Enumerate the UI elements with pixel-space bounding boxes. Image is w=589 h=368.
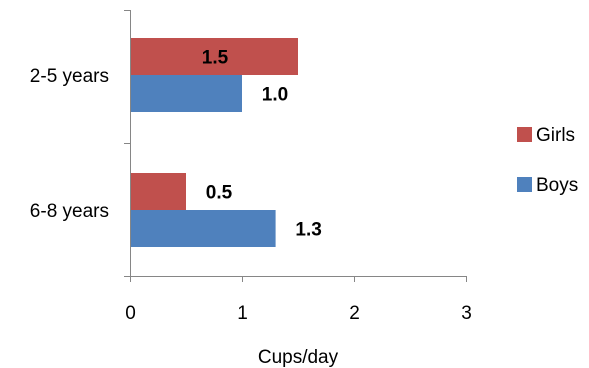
category-label-2: 6-8 years <box>30 201 109 222</box>
bars-layer <box>131 38 298 247</box>
bar-boys-2 <box>131 210 276 247</box>
legend-label-girls: Girls <box>536 125 575 146</box>
data-label-girls-2: 0.5 <box>206 183 233 204</box>
legend-swatch-boys <box>517 177 532 192</box>
legend: Girls Boys <box>517 125 578 196</box>
data-label-boys-1: 1.0 <box>262 85 288 106</box>
legend-swatch-girls <box>517 127 532 142</box>
data-label-girls-1: 1.5 <box>202 48 229 69</box>
x-axis-title: Cups/day <box>258 347 339 368</box>
bar-boys-1 <box>131 75 242 112</box>
x-tick-label-1: 1 <box>237 303 248 324</box>
category-label-1: 2-5 years <box>30 66 109 87</box>
legend-label-boys: Boys <box>536 175 578 196</box>
x-tick-label-2: 2 <box>349 303 360 324</box>
bar-girls-2 <box>131 173 186 210</box>
x-tick-label-3: 3 <box>461 303 472 324</box>
data-label-boys-2: 1.3 <box>295 220 321 241</box>
x-tick-label-0: 0 <box>125 303 136 324</box>
